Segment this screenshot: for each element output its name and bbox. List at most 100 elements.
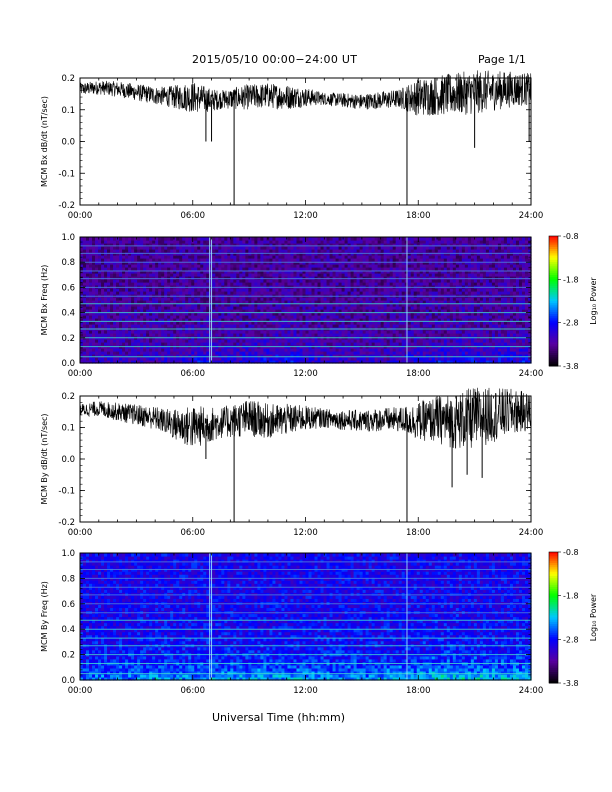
spectrogram-cell (260, 339, 265, 343)
spectrogram-cell (86, 300, 90, 304)
spectrogram-cell (272, 309, 277, 313)
spectrogram-cell (116, 330, 120, 334)
spectrogram-cell (179, 339, 183, 343)
spectrogram-cell (296, 342, 301, 346)
spectrogram-cell (83, 300, 87, 304)
spectrogram-cell (383, 243, 388, 247)
spectrogram-cell (395, 342, 400, 346)
spectrogram-cell (89, 282, 93, 286)
spectrogram-cell (95, 237, 99, 241)
spectrogram-cell (323, 255, 328, 259)
spectrogram-cell (170, 291, 174, 295)
spectrogram-cell (119, 270, 123, 274)
spectrogram-cell (131, 342, 135, 346)
spectrogram-cell (425, 279, 430, 283)
spectrogram-cell (380, 330, 385, 334)
spectrogram-cell (101, 324, 105, 328)
spectrogram-cell (299, 276, 304, 280)
spectrogram-cell (224, 249, 228, 253)
spectrogram-cell (326, 348, 331, 352)
spectrogram-cell (107, 255, 111, 259)
spectrogram-cell (296, 318, 301, 322)
spectrogram-cell (350, 300, 355, 304)
spectrogram-cell (260, 303, 265, 307)
spectrogram-cell (203, 240, 207, 244)
spectrogram-cell (212, 360, 216, 364)
spectrogram-cell (413, 246, 418, 250)
spectrogram-cell (176, 237, 180, 241)
spectrogram-cell (395, 273, 400, 277)
spectrogram-cell (161, 351, 165, 355)
spectrogram-cell (227, 351, 231, 355)
spectrogram-cell (260, 270, 265, 274)
spectrogram-cell (236, 258, 240, 262)
spectrogram-cell (134, 354, 138, 358)
spectrogram-cell (122, 270, 126, 274)
spectrogram-cell (134, 240, 138, 244)
spectrogram-cell (275, 315, 280, 319)
spectrogram-cell (101, 288, 105, 292)
spectrogram-cell (122, 258, 126, 262)
spectrogram-cell (374, 240, 379, 244)
spectrogram-cell (224, 360, 228, 364)
spectrogram-cell (338, 360, 343, 364)
spectrogram-cell (203, 273, 207, 277)
spectrogram-cell (164, 273, 168, 277)
spectrogram-cell (125, 249, 129, 253)
spectrogram-cell (176, 240, 180, 244)
spectrogram-cell (281, 342, 286, 346)
spectrogram-cell (155, 267, 159, 271)
spectrogram-cell (374, 303, 379, 307)
spectrogram-cell (347, 354, 352, 358)
spectrogram-cell (401, 288, 406, 292)
spectrogram-cell (353, 276, 358, 280)
spectrogram-cell (158, 267, 162, 271)
spectrogram-cell (218, 333, 222, 337)
spectrogram-cell (281, 330, 286, 334)
spectrogram-cell (176, 330, 180, 334)
spectrogram-cell (395, 324, 400, 328)
spectrogram-cell (383, 309, 388, 313)
spectrogram-cell (179, 264, 183, 268)
spectrogram-cell (278, 282, 283, 286)
spectrogram-cell (389, 360, 394, 364)
spectrogram-cell (281, 354, 286, 358)
spectrogram-cell (251, 237, 255, 241)
spectrogram-cell (377, 288, 382, 292)
spectrogram-cell (110, 237, 114, 241)
spectrogram-cell (212, 240, 216, 244)
spectrogram-cell (125, 291, 129, 295)
spectrogram-cell (389, 354, 394, 358)
spectrogram-cell (152, 261, 156, 265)
spectrogram-cell (263, 240, 268, 244)
spectrogram-cell (122, 273, 126, 277)
spectrogram-cell (272, 342, 277, 346)
spectrogram-cell (80, 249, 84, 253)
spectrogram-cell (98, 324, 102, 328)
spectrogram-cell (239, 339, 243, 343)
spectrogram-cell (419, 315, 424, 319)
spectrogram-cell (179, 285, 183, 289)
spectrogram-cell (86, 333, 90, 337)
spectrogram-cell (260, 273, 265, 277)
spectrogram-cell (131, 291, 135, 295)
spectrogram-cell (140, 348, 144, 352)
spectrogram-cell (353, 306, 358, 310)
spectrogram-cell (215, 279, 219, 283)
spectrogram-cell (350, 288, 355, 292)
spectrogram-cell (287, 279, 292, 283)
spectrogram-cell (287, 276, 292, 280)
spectrogram-cell (98, 282, 102, 286)
spectrogram-cell (89, 360, 93, 364)
spectrogram-cell (143, 342, 147, 346)
spectrogram-cell (323, 306, 328, 310)
spectrogram-cell (86, 255, 90, 259)
spectrogram-cell (344, 270, 349, 274)
spectrogram-cell (236, 240, 240, 244)
spectrogram-cell (203, 306, 207, 310)
spectrogram-cell (104, 342, 108, 346)
spectrogram-cell (125, 246, 129, 250)
spectrogram-cell (188, 255, 192, 259)
spectrogram-cell (326, 342, 331, 346)
spectrogram-cell (344, 315, 349, 319)
